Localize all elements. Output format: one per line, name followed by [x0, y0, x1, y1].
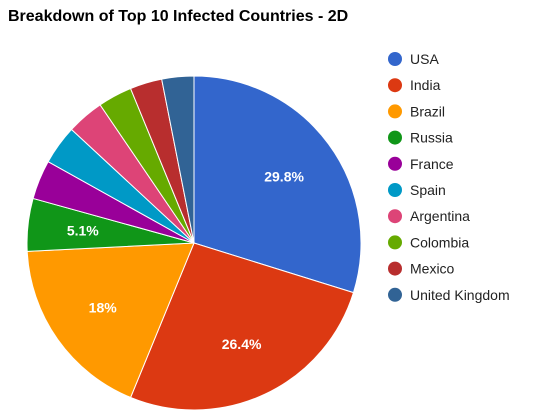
legend: USA India Brazil Russia France Spain Argentina… — [388, 51, 510, 303]
legend-label-spain[interactable]: Spain — [410, 182, 446, 198]
legend-label-colombia[interactable]: Colombia — [410, 234, 469, 250]
legend-label-united-kingdom[interactable]: United Kingdom — [410, 287, 510, 303]
legend-swatch-colombia — [388, 235, 402, 250]
legend-swatch-brazil — [388, 104, 402, 119]
legend-swatch-usa — [388, 52, 402, 66]
pie-slice-usa[interactable] — [193, 75, 362, 294]
legend-label-brazil[interactable]: Brazil — [410, 103, 445, 119]
legend-swatch-mexico — [388, 261, 402, 276]
pie-slice-brazil[interactable] — [26, 242, 195, 399]
legend-label-india[interactable]: India — [410, 77, 441, 93]
slice-label-russia: 5.1% — [67, 223, 99, 239]
legend-label-usa[interactable]: USA — [410, 51, 439, 67]
legend-swatch-russia — [388, 130, 402, 145]
legend-swatch-spain — [388, 183, 402, 197]
legend-label-russia[interactable]: Russia — [410, 130, 453, 146]
pie-slices — [26, 75, 362, 411]
legend-swatch-argentina — [388, 209, 402, 224]
legend-swatch-france — [388, 156, 402, 171]
pie-slice-labels: 29.8% 26.4% 18% 5.1% — [67, 169, 305, 353]
legend-label-argentina[interactable]: Argentina — [410, 208, 470, 224]
pie-slice-united-kingdom[interactable] — [161, 75, 195, 244]
slice-label-usa: 29.8% — [264, 169, 304, 185]
legend-swatch-united-kingdom — [388, 287, 402, 302]
legend-label-france[interactable]: France — [410, 156, 454, 172]
legend-swatch-india — [388, 78, 402, 93]
pie-slice-india[interactable] — [129, 242, 355, 411]
slice-label-india: 26.4% — [222, 336, 262, 352]
chart-title: Breakdown of Top 10 Infected Countries -… — [8, 8, 349, 25]
slice-label-brazil: 18% — [89, 300, 118, 316]
legend-label-mexico[interactable]: Mexico — [410, 261, 455, 277]
